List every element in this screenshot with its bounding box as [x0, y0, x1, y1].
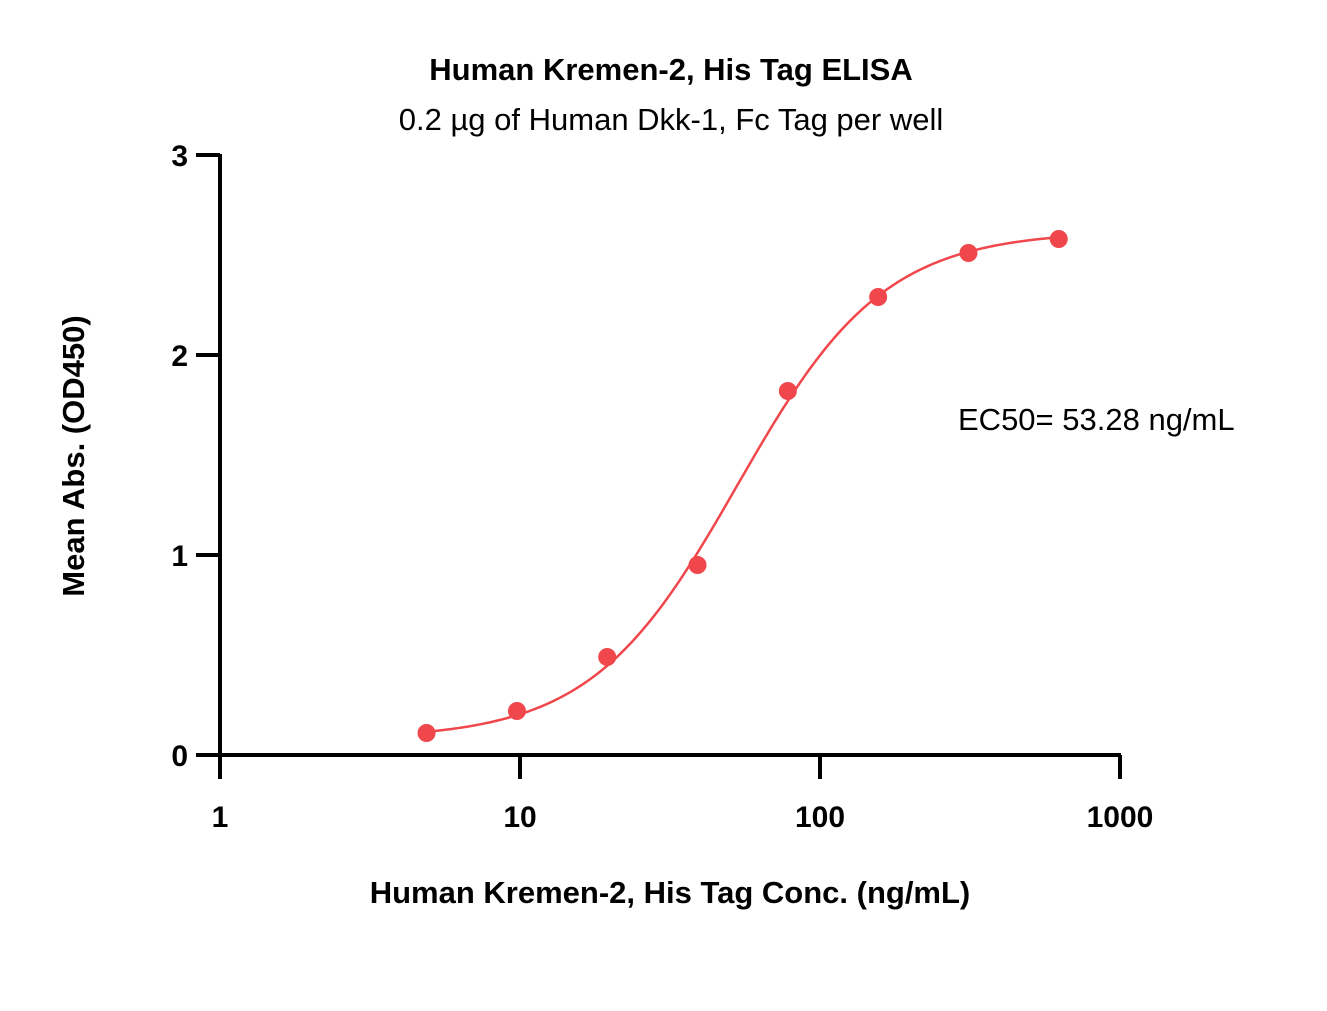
fit-curve — [426, 235, 1059, 734]
data-point — [598, 648, 617, 666]
y-tick-label: 0 — [171, 740, 188, 773]
data-point — [778, 382, 797, 400]
data-point — [959, 244, 978, 262]
x-ticks: 1 10 100 1000 — [212, 755, 1154, 834]
y-ticks: 0 1 2 3 — [171, 140, 220, 773]
ec50-annotation: EC50= 53.28 ng/mL — [958, 402, 1235, 437]
y-tick-label: 2 — [171, 340, 188, 373]
y-axis-label: Mean Abs. (OD450) — [56, 315, 91, 596]
data-point — [507, 702, 526, 720]
data-points — [417, 230, 1068, 742]
data-point — [688, 556, 707, 574]
data-point — [869, 288, 888, 306]
chart-subtitle: 0.2 µg of Human Dkk-1, Fc Tag per well — [399, 102, 944, 137]
data-point — [1049, 230, 1068, 248]
y-tick-label: 1 — [171, 540, 188, 573]
x-tick-label: 100 — [795, 801, 845, 834]
y-tick-label: 3 — [171, 140, 188, 173]
x-tick-label: 10 — [503, 801, 536, 834]
data-point — [417, 724, 436, 742]
x-tick-label: 1 — [212, 801, 229, 834]
x-axis-label: Human Kremen-2, His Tag Conc. (ng/mL) — [370, 875, 971, 910]
x-tick-label: 1000 — [1087, 801, 1154, 834]
chart-title: Human Kremen-2, His Tag ELISA — [429, 52, 912, 87]
